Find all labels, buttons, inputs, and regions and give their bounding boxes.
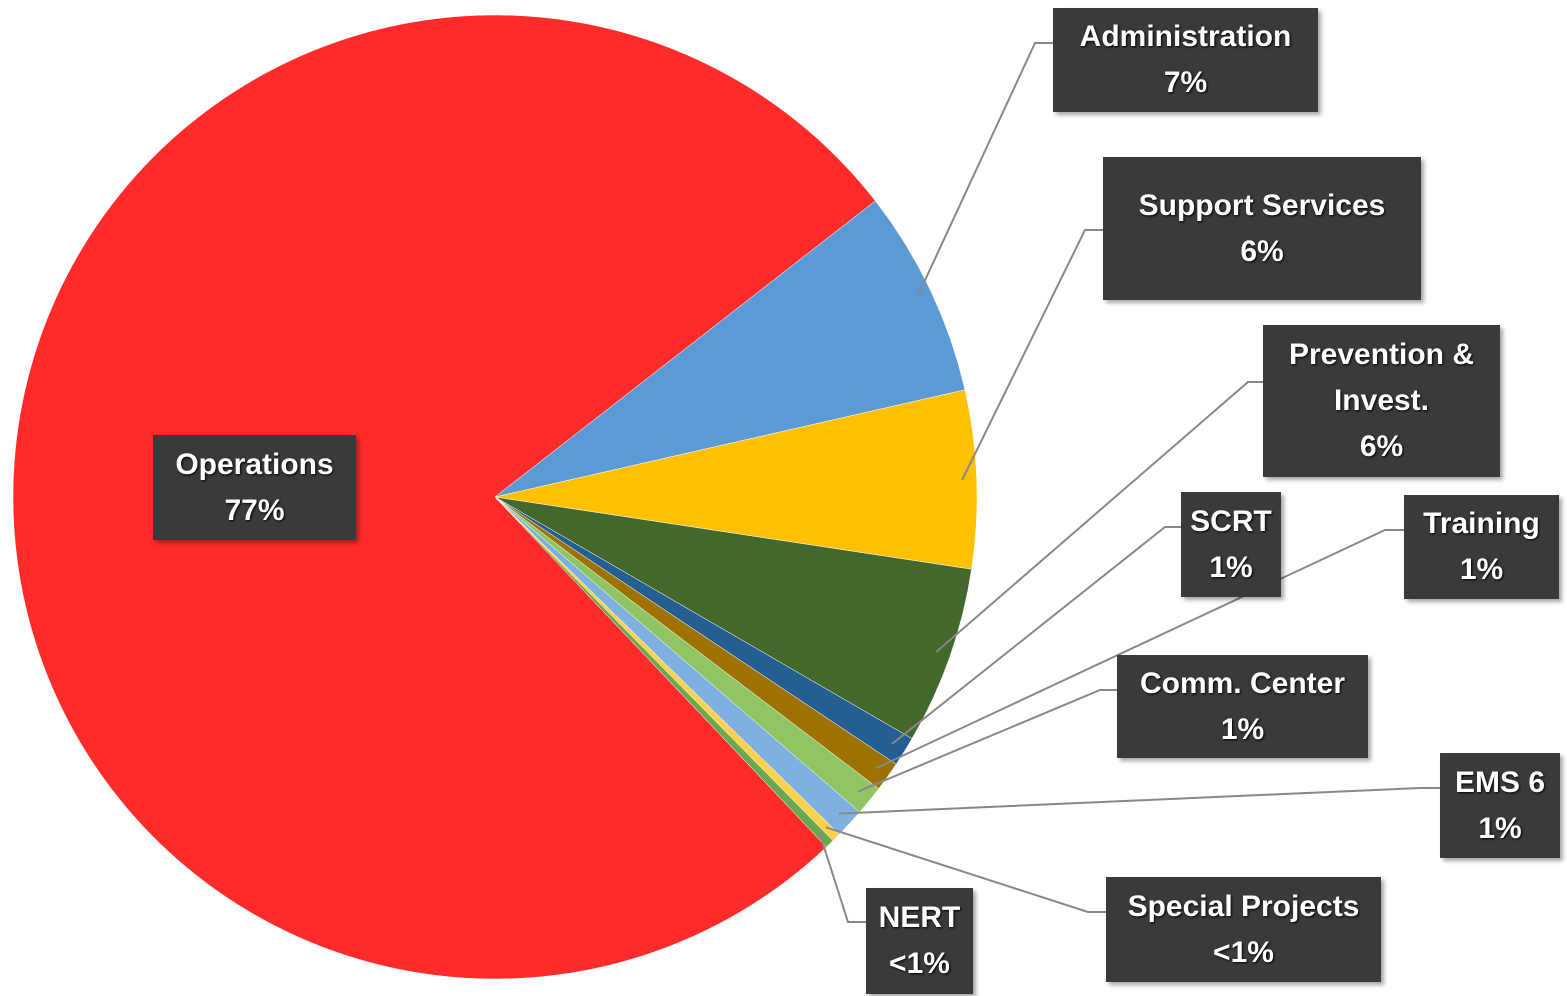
data-label: Special Projects <1% [1106,877,1381,982]
leader-line [818,833,866,923]
leader-line [875,529,1404,770]
data-label: NERT <1% [866,888,973,994]
pie-slice [12,14,876,980]
leader-line [916,42,1053,298]
value-label: 1% [1209,550,1253,584]
value-label: 6% [1359,430,1404,463]
value-label: 77% [224,493,285,527]
data-label: Comm. Center 1% [1117,655,1368,758]
leader-line [825,826,1106,913]
data-label: Operations 77% [153,435,356,540]
pie-slice [494,389,978,570]
value-label: 7% [1163,66,1208,99]
category-label: Support Services [1138,188,1386,222]
data-label: Support Services 6% [1103,157,1421,300]
value-label: <1% [1213,935,1274,969]
data-label: EMS 6 1% [1440,753,1560,858]
leader-line [839,787,1440,815]
leader-line [857,689,1117,793]
category-label: Comm. Center [1139,666,1346,700]
leader-line [935,381,1263,653]
category-label: Operations [175,447,334,481]
category-label: SCRT [1190,504,1272,538]
category-label: EMS 6 [1454,765,1546,799]
pie-slice [494,496,834,848]
data-label: SCRT 1% [1181,492,1281,597]
category-label: Special Projects [1127,889,1360,923]
category-label: Administration [1079,20,1292,53]
data-label: Training 1% [1404,495,1559,599]
data-label: Prevention & Invest. 6% [1263,325,1500,477]
value-label: 1% [1459,553,1504,586]
value-label: <1% [889,947,950,980]
pie-slice [494,200,966,498]
value-label: 6% [1240,234,1284,268]
category-label: Training [1423,507,1540,540]
pie-slice [494,496,972,740]
category-label: NERT [878,901,961,934]
data-label: Administration 7% [1053,8,1318,112]
value-label: 1% [1220,712,1265,746]
category-label: Prevention & Invest. [1288,338,1475,417]
leader-line [891,526,1181,745]
value-label: 1% [1478,811,1522,845]
leader-line [961,229,1103,481]
